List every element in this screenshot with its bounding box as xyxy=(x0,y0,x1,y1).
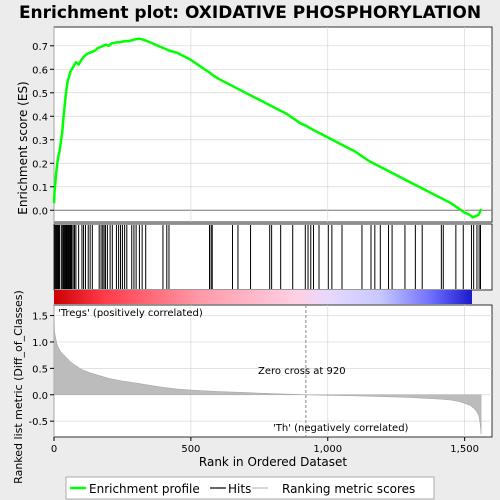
es-y-tick-label: 0.7 xyxy=(32,42,48,53)
x-tick-label: 1,000 xyxy=(313,444,342,455)
chart-title: Enrichment plot: OXIDATIVE PHOSPHORYLATI… xyxy=(19,3,481,23)
axes: 0.0 0.1 0.2 0.3 0.4 0.5 0.6 0.7 -0.5 0.0 0.5 1.0 1.5… xyxy=(28,42,478,455)
metric-y-tick-label: -0.5 xyxy=(28,417,48,428)
legend-ranking-label: Ranking metric scores xyxy=(282,482,415,496)
es-y-tick-label: 0.5 xyxy=(32,89,48,100)
negative-correlation-label: 'Th' (negatively correlated) xyxy=(273,423,409,434)
positive-correlation-label: 'Tregs' (positively correlated) xyxy=(58,308,203,319)
es-y-axis-label: Enrichment score (ES) xyxy=(16,81,30,214)
es-series-line xyxy=(52,37,483,219)
es-y-tick-label: 0.1 xyxy=(32,183,48,194)
es-y-tick-label: 0.2 xyxy=(32,159,48,170)
metric-area xyxy=(53,310,482,435)
hits-panel xyxy=(53,223,493,291)
es-panel xyxy=(53,26,493,223)
hits-marks xyxy=(54,225,482,289)
x-tick-label: 500 xyxy=(181,444,200,455)
x-tick-label: 0 xyxy=(51,444,57,455)
es-y-tick-label: 0.6 xyxy=(32,65,48,76)
metric-area-path xyxy=(53,310,482,435)
x-tick-label: 1,500 xyxy=(450,444,479,455)
metric-y-axis-label: Ranked list metric (Diff_of_Classes) xyxy=(12,290,25,484)
metric-y-tick-label: 1.5 xyxy=(32,312,48,323)
es-y-tick-label: 0.3 xyxy=(32,136,48,147)
es-line xyxy=(52,37,483,219)
metric-y-tick-label: 1.0 xyxy=(32,338,48,349)
legend-hits-label: Hits xyxy=(228,482,251,496)
metric-y-tick-label: 0.5 xyxy=(32,364,48,375)
metric-y-tick-label: 0.0 xyxy=(32,391,48,402)
es-y-tick-label: 0.0 xyxy=(32,206,48,217)
x-axis-label: Rank in Ordered Dataset xyxy=(199,455,347,469)
ranked-list-color-bar xyxy=(54,290,472,304)
legend-enrichment-label: Enrichment profile xyxy=(89,482,200,496)
zero-cross-label: Zero cross at 920 xyxy=(258,366,346,377)
es-y-tick-label: 0.4 xyxy=(32,112,48,123)
metric-panel xyxy=(53,304,493,438)
legend-box xyxy=(65,476,435,500)
